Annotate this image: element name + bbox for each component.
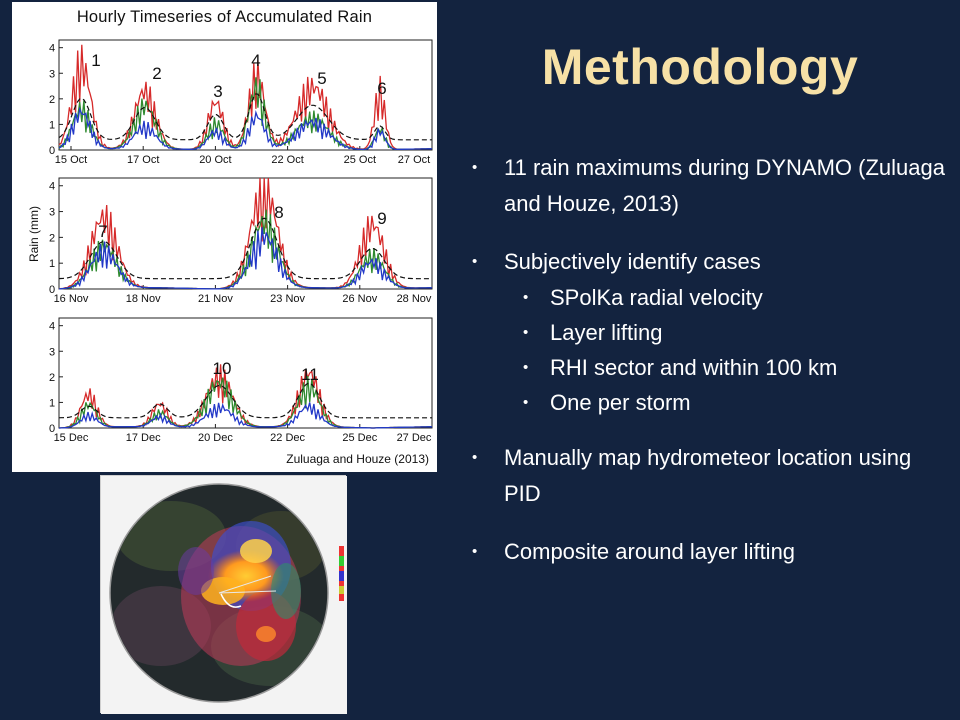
- case-number-label: 7: [98, 222, 107, 241]
- x-tick-label: 15 Oct: [55, 154, 87, 166]
- series-mean-dashed-line: [58, 93, 432, 141]
- x-tick-label: 20 Oct: [199, 154, 231, 166]
- series-red-line: [58, 177, 432, 290]
- case-number-label: 5: [317, 69, 326, 88]
- y-tick-label: 4: [49, 181, 55, 193]
- y-tick-label: 3: [49, 207, 55, 219]
- bullet-dot-icon: •: [523, 289, 529, 306]
- bullet-dot-icon: •: [523, 394, 529, 411]
- y-axis-label: Rain (mm): [27, 206, 41, 262]
- x-tick-label: 15 Dec: [54, 432, 89, 444]
- plot-frame: [58, 177, 433, 290]
- radar-ppi-graphic: [101, 476, 347, 714]
- case-number-label: 3: [213, 82, 222, 101]
- series-blue-line: [58, 402, 432, 429]
- y-tick-label: 2: [49, 94, 55, 106]
- plot-frame: [58, 39, 433, 151]
- bullet-item: • Subjectively identify cases • SPolKa r…: [468, 244, 948, 420]
- y-tick-label: 2: [49, 232, 55, 244]
- x-tick-label: 25 Oct: [344, 154, 376, 166]
- sub-bullet-item: • Layer lifting: [468, 315, 948, 350]
- x-tick-label: 26 Nov: [342, 293, 377, 305]
- bullet-dot-icon: •: [523, 324, 529, 341]
- sub-bullet-item: • One per storm: [468, 385, 948, 420]
- figure-title: Hourly Timeseries of Accumulated Rain: [76, 8, 373, 26]
- bullet-item: • Composite around layer lifting: [468, 534, 948, 570]
- slide-title: Methodology: [541, 39, 859, 95]
- x-tick-label: 22 Dec: [270, 432, 305, 444]
- series-green-line: [58, 376, 432, 429]
- bullet-text: Manually map hydrometeor location using …: [504, 445, 912, 506]
- series-mean-dashed-line: [58, 217, 432, 280]
- bullet-dot-icon: •: [472, 449, 478, 466]
- y-tick-label: 0: [49, 284, 55, 296]
- x-tick-label: 22 Oct: [271, 154, 303, 166]
- sub-bullet-list: • SPolKa radial velocity • Layer lifting…: [504, 280, 948, 420]
- case-number-label: 10: [213, 359, 232, 378]
- bullet-text: Subjectively identify cases: [504, 249, 761, 274]
- y-tick-label: 3: [49, 346, 55, 358]
- radar-ppi-image: [100, 475, 347, 714]
- y-tick-label: 2: [49, 372, 55, 384]
- y-tick-label: 4: [49, 321, 55, 333]
- case-number-label: 4: [251, 51, 260, 70]
- case-number-label: 11: [301, 365, 319, 384]
- rain-timeseries-figure: 4 3 2 1 0 15 Oct 17 Oct 20 Oct 22 Oct 25 Oct 27 Oc…: [12, 2, 437, 472]
- bullet-item: • Manually map hydrometeor location usin…: [468, 440, 948, 512]
- series-blue-line: [58, 227, 432, 290]
- y-tick-label: 0: [49, 423, 55, 435]
- bullet-list: • 11 rain maximums during DYNAMO (Zuluag…: [468, 150, 948, 592]
- series-red-line: [58, 364, 432, 429]
- bullet-dot-icon: •: [472, 159, 478, 176]
- case-number-label: 2: [152, 64, 161, 83]
- x-tick-label: 28 Nov: [397, 293, 432, 305]
- sub-bullet-text: Layer lifting: [550, 320, 663, 345]
- bullet-dot-icon: •: [472, 543, 478, 560]
- y-tick-label: 0: [49, 145, 55, 157]
- x-tick-label: 27 Oct: [398, 154, 430, 166]
- x-tick-label: 23 Nov: [270, 293, 305, 305]
- sub-bullet-text: One per storm: [550, 390, 691, 415]
- x-tick-label: 16 Nov: [54, 293, 89, 305]
- case-number-label: 6: [377, 79, 386, 98]
- series-blue-line: [58, 106, 432, 151]
- series-mean-dashed-line: [58, 382, 432, 419]
- x-tick-label: 27 Dec: [397, 432, 432, 444]
- y-tick-label: 4: [49, 43, 55, 55]
- bullet-item: • 11 rain maximums during DYNAMO (Zuluag…: [468, 150, 948, 222]
- figure-credit: Zuluaga and Houze (2013): [286, 452, 429, 466]
- sub-bullet-item: • SPolKa radial velocity: [468, 280, 948, 315]
- case-number-label: 1: [91, 51, 100, 70]
- x-tick-label: 18 Nov: [126, 293, 161, 305]
- sub-bullet-text: RHI sector and within 100 km: [550, 355, 838, 380]
- x-tick-label: 17 Dec: [126, 432, 161, 444]
- y-tick-label: 3: [49, 68, 55, 80]
- plot-frame: [58, 317, 433, 429]
- bullet-dot-icon: •: [523, 359, 529, 376]
- x-tick-label: 21 Nov: [198, 293, 233, 305]
- bullet-dot-icon: •: [472, 253, 478, 270]
- x-tick-label: 17 Oct: [127, 154, 159, 166]
- sub-bullet-text: SPolKa radial velocity: [550, 285, 763, 310]
- x-tick-label: 20 Dec: [198, 432, 233, 444]
- case-number-label: 9: [377, 209, 386, 228]
- y-tick-label: 1: [49, 397, 55, 409]
- sub-bullet-item: • RHI sector and within 100 km: [468, 350, 948, 385]
- y-tick-label: 1: [49, 119, 55, 131]
- x-tick-label: 25 Dec: [342, 432, 377, 444]
- case-number-label: 8: [274, 203, 283, 222]
- y-tick-label: 1: [49, 258, 55, 270]
- bullet-text: 11 rain maximums during DYNAMO (Zuluaga …: [504, 155, 945, 216]
- bullet-text: Composite around layer lifting: [504, 539, 796, 564]
